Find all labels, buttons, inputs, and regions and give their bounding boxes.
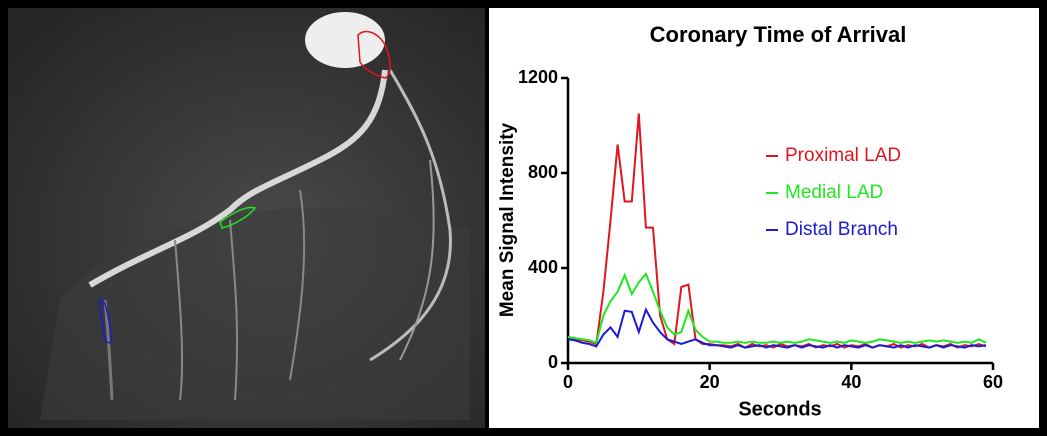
x-tick-label: 0 bbox=[563, 372, 573, 392]
chart-panel bbox=[489, 8, 1039, 428]
legend-label: Distal Branch bbox=[785, 219, 898, 240]
roi-medial bbox=[219, 206, 257, 229]
vessel bbox=[88, 69, 388, 288]
angiogram bbox=[8, 8, 485, 428]
x-tick-label: 40 bbox=[841, 372, 861, 392]
series-line bbox=[567, 307, 987, 349]
x-tick-label: 60 bbox=[983, 372, 1003, 392]
roi-proximal bbox=[357, 30, 391, 79]
heart-shadow bbox=[40, 207, 470, 420]
legend-label: Medial LAD bbox=[785, 182, 883, 203]
series-line bbox=[567, 271, 987, 345]
catheter-contrast bbox=[305, 12, 385, 68]
chart-title: Coronary Time of Arrival bbox=[650, 22, 907, 47]
y-tick-label: 1200 bbox=[518, 67, 558, 87]
vessel bbox=[369, 69, 452, 362]
x-axis-label: Seconds bbox=[738, 398, 821, 420]
y-tick-label: 0 bbox=[548, 352, 558, 372]
vessel bbox=[399, 159, 435, 361]
vessel bbox=[174, 189, 306, 401]
y-tick-label: 400 bbox=[528, 257, 558, 277]
y-axis-label: Mean Signal Intensity bbox=[497, 122, 518, 317]
x-tick-label: 20 bbox=[700, 372, 720, 392]
roi-distal bbox=[99, 299, 113, 344]
y-tick-label: 800 bbox=[528, 162, 558, 182]
legend-label: Proximal LAD bbox=[785, 145, 901, 166]
